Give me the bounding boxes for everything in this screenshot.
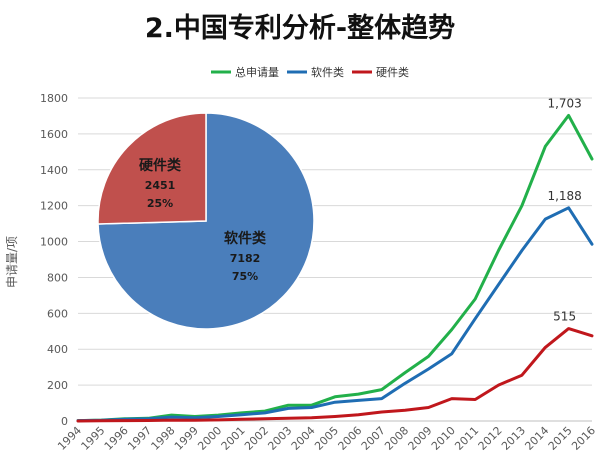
y-tick-label: 1600 <box>40 128 68 141</box>
legend: 总申请量 软件类 硬件类 <box>211 65 409 79</box>
x-tick-label: 1998 <box>149 424 178 453</box>
y-tick-label: 1000 <box>40 236 68 249</box>
x-tick-label: 2015 <box>546 424 575 453</box>
series-line-hardware <box>76 327 594 423</box>
data-label-hardware: 515 <box>553 310 576 324</box>
y-tick-label: 1200 <box>40 200 68 213</box>
y-tick-label: 0 <box>61 415 68 428</box>
x-tick-label: 2001 <box>219 424 248 453</box>
x-tick-label: 1996 <box>102 424 131 453</box>
x-tick-label: 1997 <box>125 424 154 453</box>
legend-label-hardware: 硬件类 <box>376 65 409 79</box>
x-tick-label: 1999 <box>172 424 201 453</box>
x-tick-label: 2012 <box>476 424 505 453</box>
pie-label-percent-software: 75% <box>232 270 258 283</box>
y-tick-label: 1400 <box>40 164 68 177</box>
pie-label-value-hardware: 2451 <box>145 179 176 192</box>
x-tick-label: 2008 <box>382 424 411 453</box>
x-tick-label: 1995 <box>78 424 107 453</box>
y-axis-label: 申请量/项 <box>5 236 19 288</box>
x-tick-label: 2014 <box>522 424 551 453</box>
inset-pie-chart: 软件类 7182 75% 硬件类 2451 25% <box>97 112 315 330</box>
x-tick-label: 2000 <box>195 424 224 453</box>
legend-label-software: 软件类 <box>311 65 344 79</box>
x-tick-label: 2011 <box>452 424 481 453</box>
legend-label-total: 总申请量 <box>235 65 279 79</box>
x-tick-label: 2002 <box>242 424 271 453</box>
pie-label-name-hardware: 硬件类 <box>139 157 182 174</box>
data-label-software: 1,188 <box>547 189 581 203</box>
y-tick-label: 600 <box>47 307 68 320</box>
x-tick-label: 2010 <box>429 424 458 453</box>
pie-label-value-software: 7182 <box>230 252 261 265</box>
x-tick-label: 2005 <box>312 424 341 453</box>
data-labels: 1,703 1,188 515 <box>547 96 581 323</box>
pie-slice-hardware <box>97 112 207 225</box>
y-tick-label: 400 <box>47 343 68 356</box>
x-tick-label: 1994 <box>55 424 84 453</box>
x-tick-label: 2016 <box>569 424 598 453</box>
y-tick-label: 1800 <box>40 92 68 105</box>
x-tick-label: 2007 <box>359 424 388 453</box>
x-tick-label: 2009 <box>406 424 435 453</box>
data-label-total: 1,703 <box>547 96 581 110</box>
x-tick-label: 2003 <box>265 424 294 453</box>
x-tick-label: 2006 <box>335 424 364 453</box>
x-tick-label: 2004 <box>289 424 318 453</box>
x-tick-label: 2013 <box>499 424 528 453</box>
series-line-software <box>76 206 594 423</box>
pie-label-name-software: 软件类 <box>224 230 267 247</box>
y-tick-label: 800 <box>47 271 68 284</box>
page-title: 2.中国专利分析-整体趋势 <box>144 13 456 44</box>
y-tick-label: 200 <box>47 379 68 392</box>
pie-label-percent-hardware: 25% <box>147 197 173 210</box>
line-series <box>76 113 594 423</box>
